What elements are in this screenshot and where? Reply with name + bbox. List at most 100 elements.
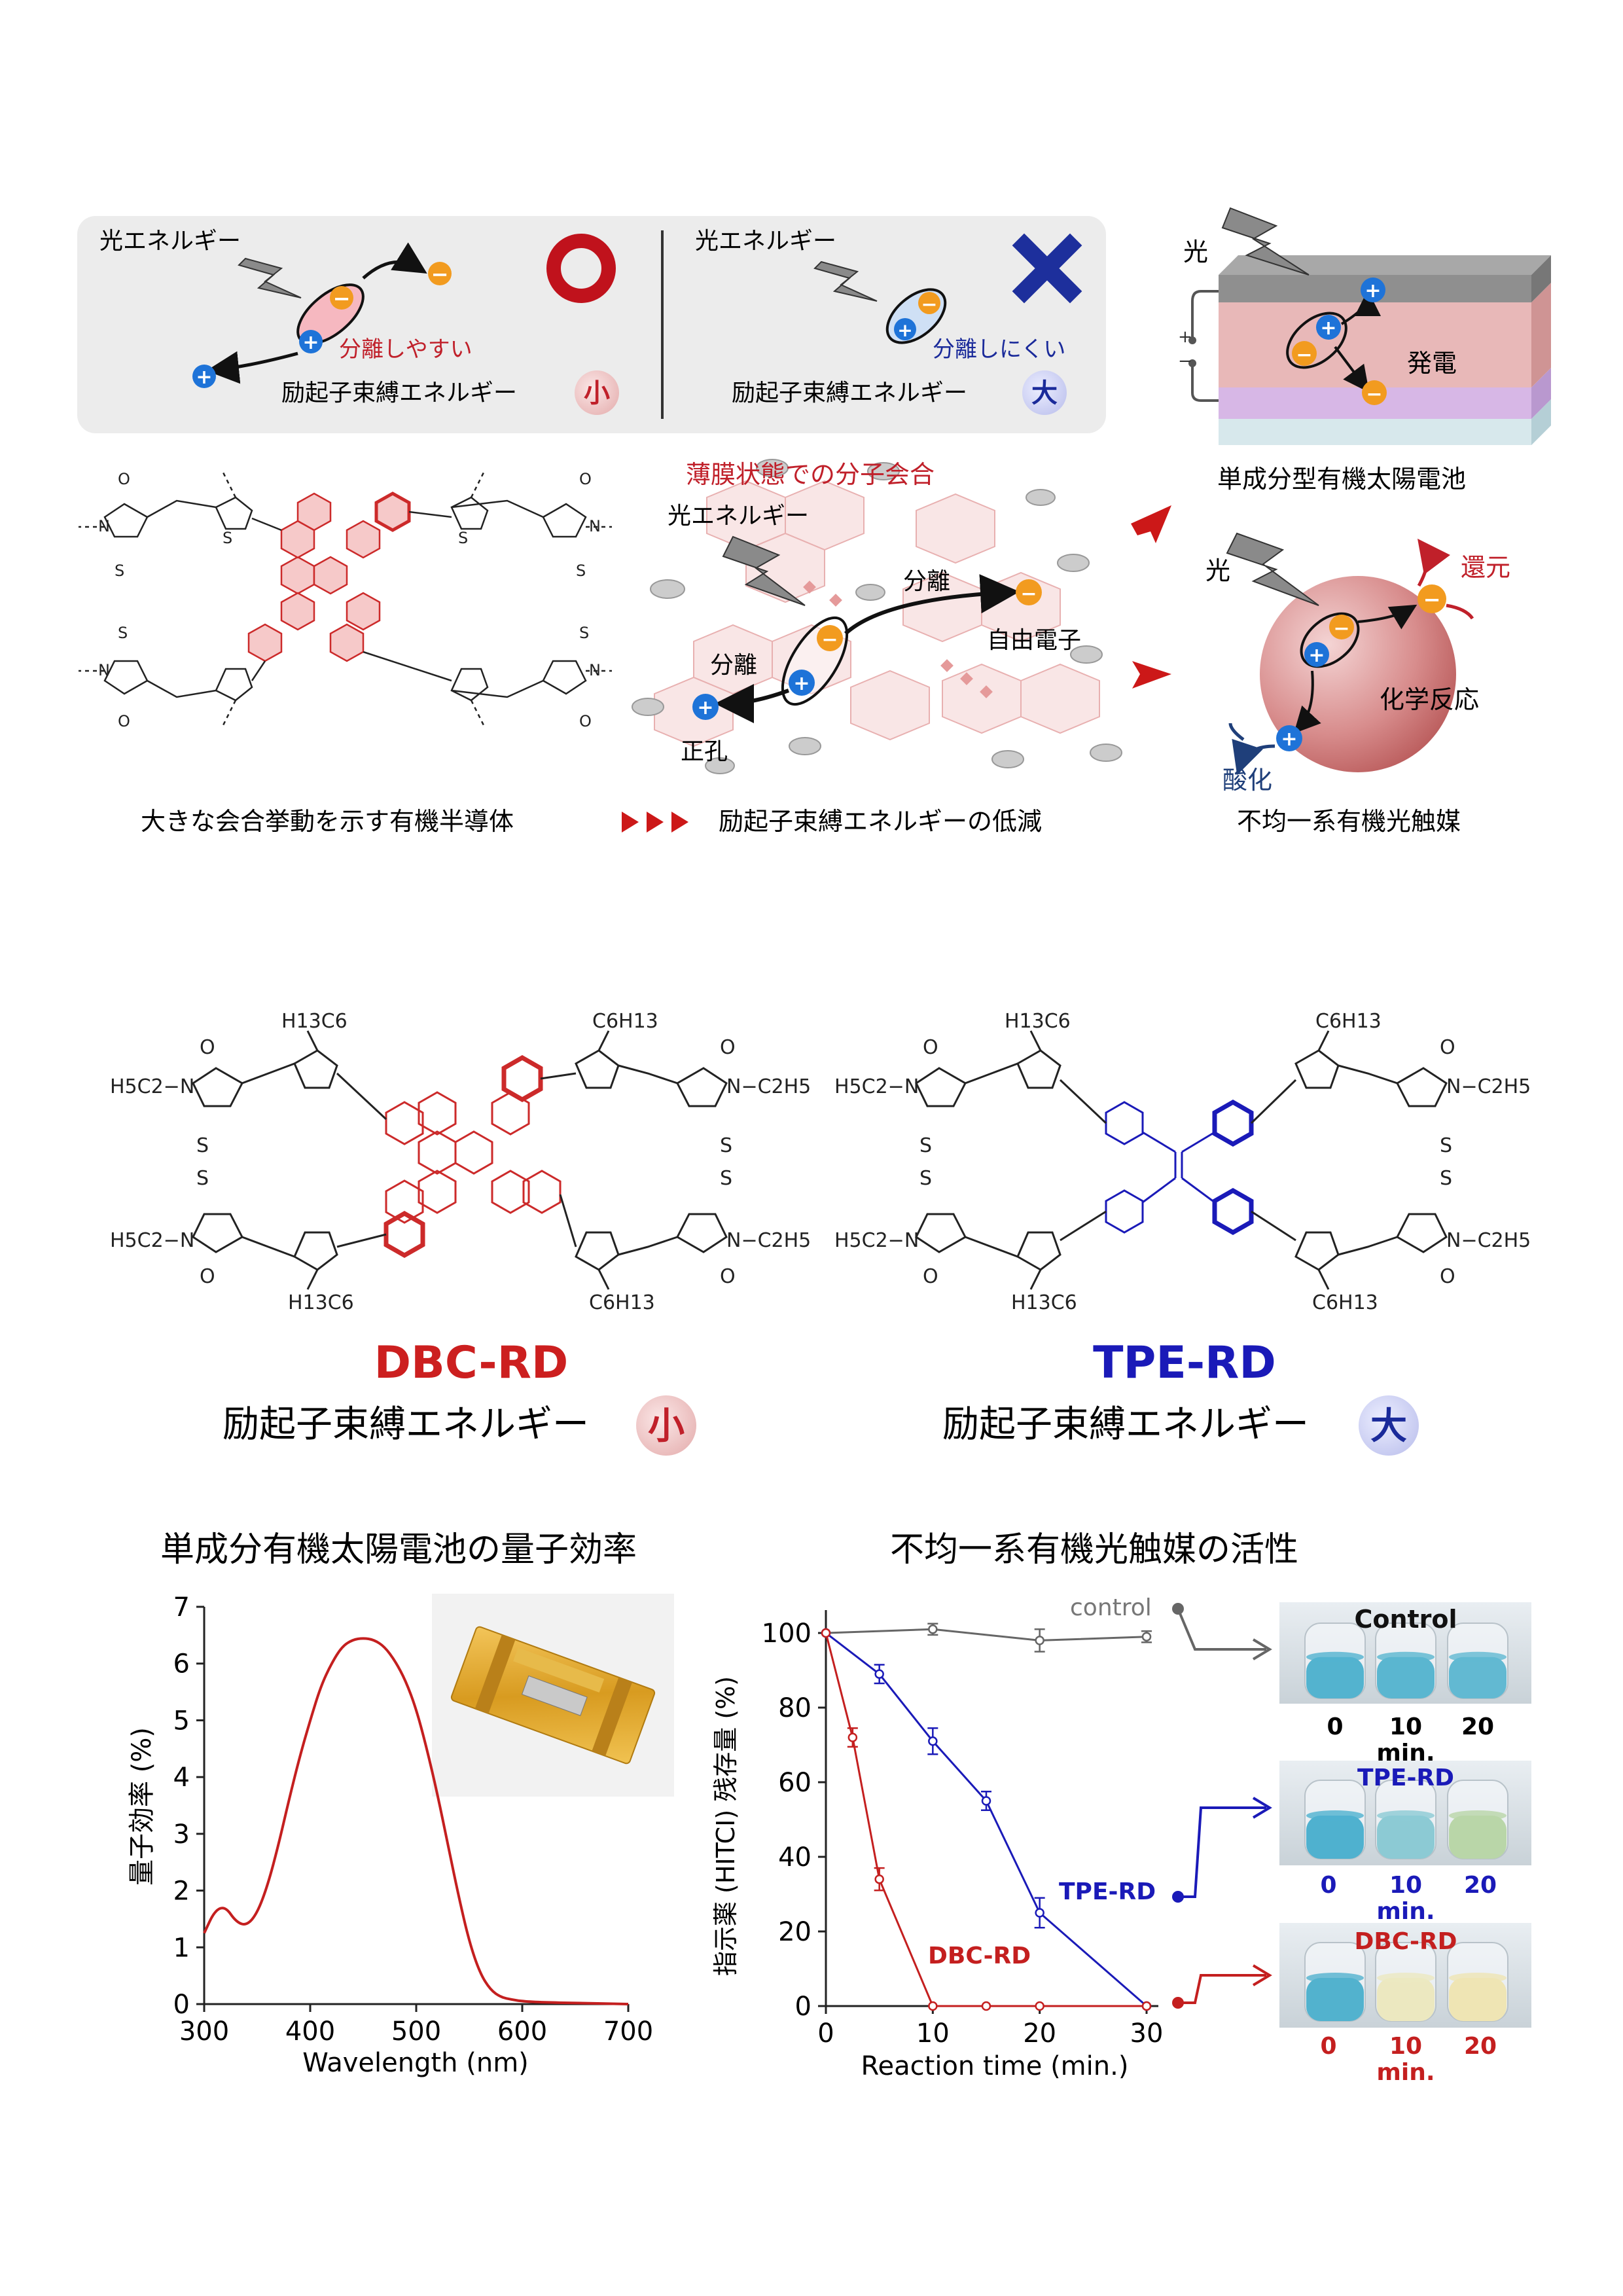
- chart1-xtick-label: 300: [179, 2017, 229, 2047]
- wire-bottom: [1191, 363, 1219, 402]
- legend-tpe: TPE-RD: [1059, 1878, 1156, 1905]
- solar-cell-device: [1219, 255, 1551, 445]
- tpe-vials-photo: TPE-RD 0 10 20 min.: [1279, 1761, 1531, 1925]
- dbc-ethyl-3: H5C2−N: [110, 1229, 194, 1252]
- vial-meniscus: [1306, 1810, 1364, 1821]
- atom-n-2: N: [589, 517, 601, 535]
- vial-solution: [1306, 1657, 1364, 1698]
- dbc-rd-name: DBC-RD: [374, 1337, 569, 1389]
- bound-electron-icon: [918, 292, 940, 314]
- free-electron-icon: [428, 262, 452, 285]
- aggregate-electron-sign: −: [821, 628, 838, 651]
- triple-arrow-icon: [622, 812, 688, 833]
- chart2-ytick-label: 40: [778, 1842, 812, 1873]
- tpe-label-20: 20: [1464, 1872, 1497, 1899]
- data-point: [1141, 2001, 1152, 2011]
- chart2-xtick-label: 10: [916, 2018, 950, 2049]
- data-point: [928, 1624, 938, 1634]
- tpe-connector: [1178, 1806, 1266, 1898]
- tpe-unit: min.: [1376, 1898, 1435, 1925]
- chart1-ytick-label: 7: [173, 1592, 190, 1623]
- dbc-s-4: S: [720, 1167, 732, 1190]
- control-vials-photo: Control 0 10 20 min.: [1279, 1602, 1531, 1767]
- dbc-rd-structure: [192, 1030, 728, 1290]
- tpe-badge-text: 大: [1370, 1405, 1407, 1448]
- solar-light-label: 光: [1183, 238, 1208, 266]
- caption-left: 大きな会合挙動を示す有機半導体: [141, 807, 514, 836]
- free-hole-sign: +: [196, 366, 212, 389]
- dbc-vials-photo: DBC-RD 0 10 20 min.: [1279, 1923, 1531, 2086]
- arrow-to-solar: [1131, 505, 1171, 543]
- dbc-ethyl-4: N−C2H5: [726, 1229, 811, 1252]
- tpe-binding-label: 励起子束縛エネルギー: [942, 1403, 1309, 1446]
- tpe-ethyl-4: N−C2H5: [1446, 1229, 1531, 1252]
- hole-sign: +: [302, 331, 319, 354]
- dbc-s-1: S: [196, 1134, 209, 1157]
- section-title-right: 不均一系有機光触媒の活性: [890, 1530, 1298, 1570]
- tpe-s-3: S: [919, 1167, 932, 1190]
- bound-electron-sign: −: [921, 293, 937, 316]
- dbc-label-10: 10: [1389, 2033, 1422, 2060]
- tpe-rd-name: TPE-RD: [1093, 1337, 1276, 1389]
- chart1-xtick-label: 500: [391, 2017, 441, 2047]
- badge-large: [1022, 370, 1067, 415]
- vial-meniscus: [1449, 1651, 1507, 1662]
- chart1-ytick-label: 3: [173, 1820, 190, 1850]
- catalyst-free-hole-sign: +: [1281, 728, 1297, 751]
- chart2-ytick-label: 0: [795, 1992, 812, 2022]
- electron-sign: −: [333, 286, 351, 311]
- catalyst-exciton: [1300, 612, 1360, 668]
- electron-arrow: [362, 242, 427, 279]
- tpe-rd-structure: [915, 1030, 1448, 1290]
- chart2-ylabel: 指示薬 (HITCI) 残存量 (%): [711, 1676, 740, 1976]
- chart1-xtick-label: 600: [497, 2017, 547, 2047]
- atom-s: S: [115, 562, 124, 580]
- dbc-badge-text: 小: [648, 1405, 685, 1448]
- caption-middle: 励起子束縛エネルギーの低減: [719, 807, 1042, 836]
- dbc-connector: [1178, 1974, 1266, 2004]
- solar-free-hole-sign: +: [1364, 279, 1381, 302]
- tpe-o-2: O: [1440, 1036, 1455, 1059]
- tpe-ethyl-2: N−C2H5: [1446, 1075, 1531, 1098]
- atom-o-4: O: [579, 712, 592, 730]
- aggregation-light-label: 光エネルギー: [668, 503, 809, 529]
- atom-n-3: N: [98, 661, 110, 679]
- atom-s-3: S: [458, 529, 468, 547]
- vial-meniscus: [1449, 1973, 1507, 1983]
- terminal-plus: +: [1178, 327, 1192, 347]
- chart2-xlabel: Reaction time (min.): [861, 2051, 1129, 2081]
- legend-control: control: [1070, 1594, 1152, 1621]
- tpe-hexyl-1: H13C6: [1005, 1010, 1071, 1033]
- data-point: [874, 1874, 884, 1884]
- aggregation-title: 薄膜状態での分子会合: [686, 460, 935, 489]
- tpe-label-0: 0: [1320, 1872, 1336, 1899]
- atom-o: O: [118, 470, 130, 488]
- chart2-xtick-label: 20: [1023, 2018, 1056, 2049]
- dbc-hexyl-2: C6H13: [592, 1010, 658, 1033]
- solar-electron-sign: −: [1296, 344, 1312, 367]
- control-label-10: 10: [1389, 1713, 1422, 1740]
- section-title-left: 単成分有機太陽電池の量子効率: [160, 1530, 637, 1570]
- chart1-ytick-label: 6: [173, 1649, 190, 1679]
- atom-o-2: O: [579, 470, 592, 488]
- data-point: [821, 1628, 831, 1638]
- chart2-ytick-label: 80: [778, 1693, 812, 1723]
- dbc-binding-label: 励起子束縛エネルギー: [223, 1403, 589, 1446]
- chart1-ylabel: 量子効率 (%): [127, 1727, 157, 1886]
- oxidation-label: 酸化: [1222, 766, 1272, 795]
- tpe-badge: [1359, 1395, 1419, 1456]
- dbc-badge: [636, 1395, 696, 1456]
- dbc-s-3: S: [196, 1167, 209, 1190]
- chart2-ytick-label: 20: [778, 1917, 812, 1947]
- catalyst-free-electron-sign: −: [1423, 587, 1441, 612]
- tpe-hexyl-4: C6H13: [1312, 1291, 1378, 1314]
- dbc-hexyl-1: H13C6: [281, 1010, 348, 1033]
- dbc-vials-title: DBC-RD: [1354, 1928, 1457, 1955]
- separation-label-2: 分離: [710, 652, 757, 679]
- device-photo: [450, 1626, 656, 1765]
- tpe-ethyl-3: H5C2−N: [834, 1229, 919, 1252]
- dbc-hexyl-3: H13C6: [288, 1291, 354, 1314]
- badge-large-text: 大: [1031, 378, 1058, 408]
